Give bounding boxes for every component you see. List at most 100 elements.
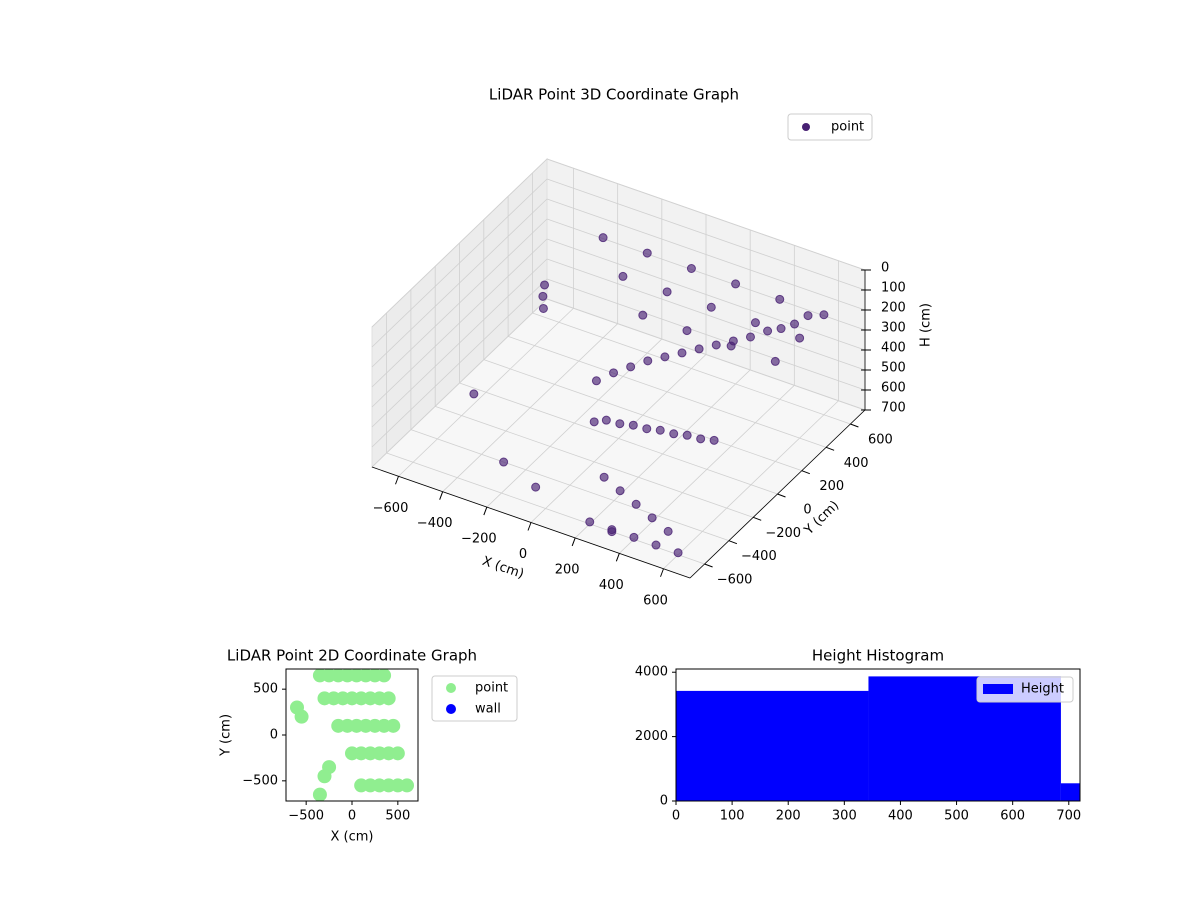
point <box>638 310 648 320</box>
grid-line <box>371 218 548 388</box>
x-tick-label: 500 <box>385 809 410 824</box>
point <box>601 415 611 425</box>
x-tick-label: 300 <box>832 809 857 824</box>
point <box>599 472 609 482</box>
point <box>626 362 636 372</box>
grid-line <box>459 382 778 495</box>
z-axis-label: H (cm) <box>919 303 934 347</box>
grid-line <box>546 238 866 351</box>
grid-line <box>546 278 866 391</box>
grid-line <box>546 198 866 311</box>
point <box>538 291 548 301</box>
x-axis-label: X (cm) <box>331 830 374 845</box>
point <box>390 746 405 761</box>
grid-line <box>371 258 548 428</box>
z-tick-label: 500 <box>881 361 906 376</box>
point <box>803 311 813 321</box>
x-tick-label: 0 <box>348 809 356 824</box>
x-tick-label: 400 <box>888 809 913 824</box>
grid-line <box>546 258 866 371</box>
legend-box <box>787 113 873 141</box>
y-tick <box>704 563 713 568</box>
x-tick-label: −500 <box>288 809 324 824</box>
point <box>585 517 595 527</box>
point <box>618 271 628 281</box>
y-tick-label: 200 <box>819 479 844 494</box>
point <box>731 279 741 289</box>
point <box>776 324 786 334</box>
x-tick-label: −400 <box>417 516 453 531</box>
point <box>615 419 625 429</box>
legend-marker <box>446 683 456 693</box>
point <box>615 486 625 496</box>
point <box>531 482 541 492</box>
chart-3d: −600−400−2000200400600−600−400−200020040… <box>371 86 934 608</box>
bar <box>1060 783 1080 801</box>
point <box>750 318 760 328</box>
point <box>745 332 755 342</box>
y-tick <box>801 470 810 475</box>
legend-label: point <box>475 681 508 696</box>
grid-line <box>435 405 754 518</box>
grid-line <box>371 238 548 408</box>
grid-line <box>410 429 730 542</box>
point <box>381 691 396 706</box>
y-axis-label: Y (cm) <box>219 714 234 757</box>
y-tick-label: 500 <box>253 682 278 697</box>
grid-line <box>532 312 851 425</box>
chart-title: Height Histogram <box>812 647 944 665</box>
x-tick-label: 400 <box>599 578 624 593</box>
point <box>643 356 653 366</box>
legend-label: Height <box>1021 682 1064 697</box>
point <box>628 420 638 430</box>
chart-histogram: 0 100 200 300 400 500 600 700 0 2000 4000 Height Hei… <box>635 647 1081 824</box>
point <box>673 548 683 558</box>
point <box>469 389 479 399</box>
grid-line <box>371 178 548 348</box>
z-tick-label: 400 <box>881 341 906 356</box>
axis-line <box>371 466 691 579</box>
point <box>655 425 665 435</box>
legend-marker <box>983 684 1013 694</box>
x-tick <box>395 476 399 485</box>
z-tick-label: 300 <box>881 321 906 336</box>
point <box>677 348 687 358</box>
point <box>651 540 661 550</box>
point <box>706 302 716 312</box>
y-tick-label: 600 <box>868 433 893 448</box>
point <box>686 264 696 273</box>
grid-line <box>483 359 802 472</box>
point <box>819 310 829 320</box>
y-tick <box>753 516 762 521</box>
x-tick-label: 200 <box>776 809 801 824</box>
point <box>662 287 672 297</box>
legend-label: wall <box>475 702 501 717</box>
point <box>728 336 738 346</box>
y-tick-label: −200 <box>765 526 801 541</box>
grid-line <box>371 158 548 328</box>
x-tick <box>527 522 532 531</box>
grid-line <box>371 198 548 368</box>
y-tick-label: −600 <box>717 573 753 588</box>
z-tick-label: 100 <box>881 281 906 296</box>
x-tick-label: 500 <box>944 809 969 824</box>
point <box>598 233 608 243</box>
point <box>629 532 639 542</box>
point <box>663 526 673 536</box>
x-tick-label: 200 <box>555 562 580 577</box>
point <box>795 333 805 343</box>
legend-label: point <box>831 120 864 135</box>
point <box>763 326 773 336</box>
x-tick-label: −200 <box>461 532 497 547</box>
point <box>631 499 641 509</box>
grid-line <box>371 298 548 468</box>
point <box>790 319 800 329</box>
grid-line <box>546 158 866 271</box>
z-tick-label: 700 <box>881 401 906 416</box>
point <box>642 424 652 434</box>
point <box>696 434 706 444</box>
point <box>312 787 327 801</box>
x-tick <box>660 568 664 577</box>
